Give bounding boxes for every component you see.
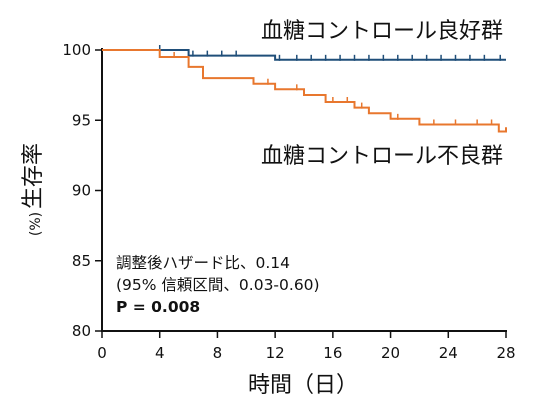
y-tick-label: 90 [72,182,91,200]
annotation-confidence-interval: (95% 信頼区間、0.03-0.60) [116,276,320,294]
annotation-hazard-ratio: 調整後ハザード比、0.14 [116,254,290,272]
y-axis-title: 生存率 (%) [21,143,46,236]
x-axis-title: 時間（日） [248,373,358,398]
survival-curve [102,49,506,61]
x-tick-label: 4 [155,344,165,362]
curve-label-poor: 血糖コントロール不良群 [261,144,503,169]
y-tick-label: 80 [72,322,91,340]
x-tick-label: 12 [266,344,285,362]
x-tick-label: 16 [323,344,342,362]
x-tick-label: 24 [439,344,458,362]
series-good-control [102,45,506,61]
survival-curve [102,49,507,133]
y-axis-title-unit: (%) [28,212,44,236]
curve-label-good: 血糖コントロール良好群 [261,19,503,44]
x-tick-label: 0 [97,344,107,362]
x-tick-label: 20 [381,344,400,362]
y-tick-label: 100 [62,41,91,59]
y-axis-title-text: 生存率 [21,143,46,209]
y-tick-label: 85 [72,252,91,270]
series-poor-control [102,49,507,133]
annotation-p-value: P = 0.008 [116,298,200,316]
series-layer [102,45,507,133]
y-tick-label: 95 [72,111,91,129]
x-tick-label: 8 [213,344,223,362]
x-tick-label: 28 [496,344,515,362]
axes: 0 4 8 12 16 20 24 28 80 85 90 95 100 [62,41,515,362]
